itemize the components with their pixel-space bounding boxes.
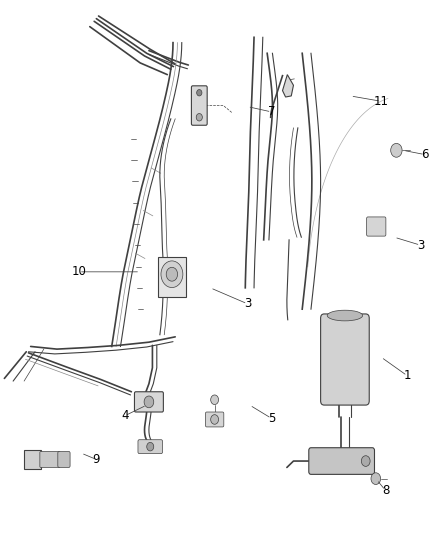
Circle shape: [361, 456, 370, 466]
FancyBboxPatch shape: [309, 448, 374, 474]
Text: 10: 10: [71, 265, 86, 278]
Circle shape: [144, 396, 154, 408]
FancyBboxPatch shape: [24, 450, 41, 469]
Polygon shape: [283, 75, 293, 97]
Text: 3: 3: [417, 239, 424, 252]
Circle shape: [166, 268, 177, 281]
FancyBboxPatch shape: [205, 412, 224, 427]
Circle shape: [391, 143, 402, 157]
Text: 11: 11: [374, 95, 389, 108]
Text: 7: 7: [268, 106, 276, 118]
FancyBboxPatch shape: [138, 440, 162, 454]
Circle shape: [197, 90, 202, 96]
FancyBboxPatch shape: [367, 217, 386, 236]
Text: 5: 5: [268, 412, 275, 425]
FancyBboxPatch shape: [321, 314, 369, 405]
Text: 1: 1: [403, 369, 411, 382]
Circle shape: [371, 473, 381, 484]
Circle shape: [161, 261, 183, 288]
Circle shape: [211, 415, 219, 424]
Text: 3: 3: [244, 297, 251, 310]
FancyBboxPatch shape: [40, 451, 60, 467]
Circle shape: [147, 442, 154, 451]
Text: 4: 4: [121, 409, 129, 422]
FancyBboxPatch shape: [134, 392, 163, 412]
Circle shape: [196, 114, 202, 121]
Text: 8: 8: [382, 484, 389, 497]
FancyBboxPatch shape: [58, 451, 70, 467]
Text: 6: 6: [421, 148, 429, 161]
Text: 9: 9: [92, 453, 100, 466]
FancyBboxPatch shape: [158, 257, 186, 297]
FancyBboxPatch shape: [191, 86, 207, 125]
Circle shape: [211, 395, 219, 405]
Ellipse shape: [327, 310, 363, 321]
